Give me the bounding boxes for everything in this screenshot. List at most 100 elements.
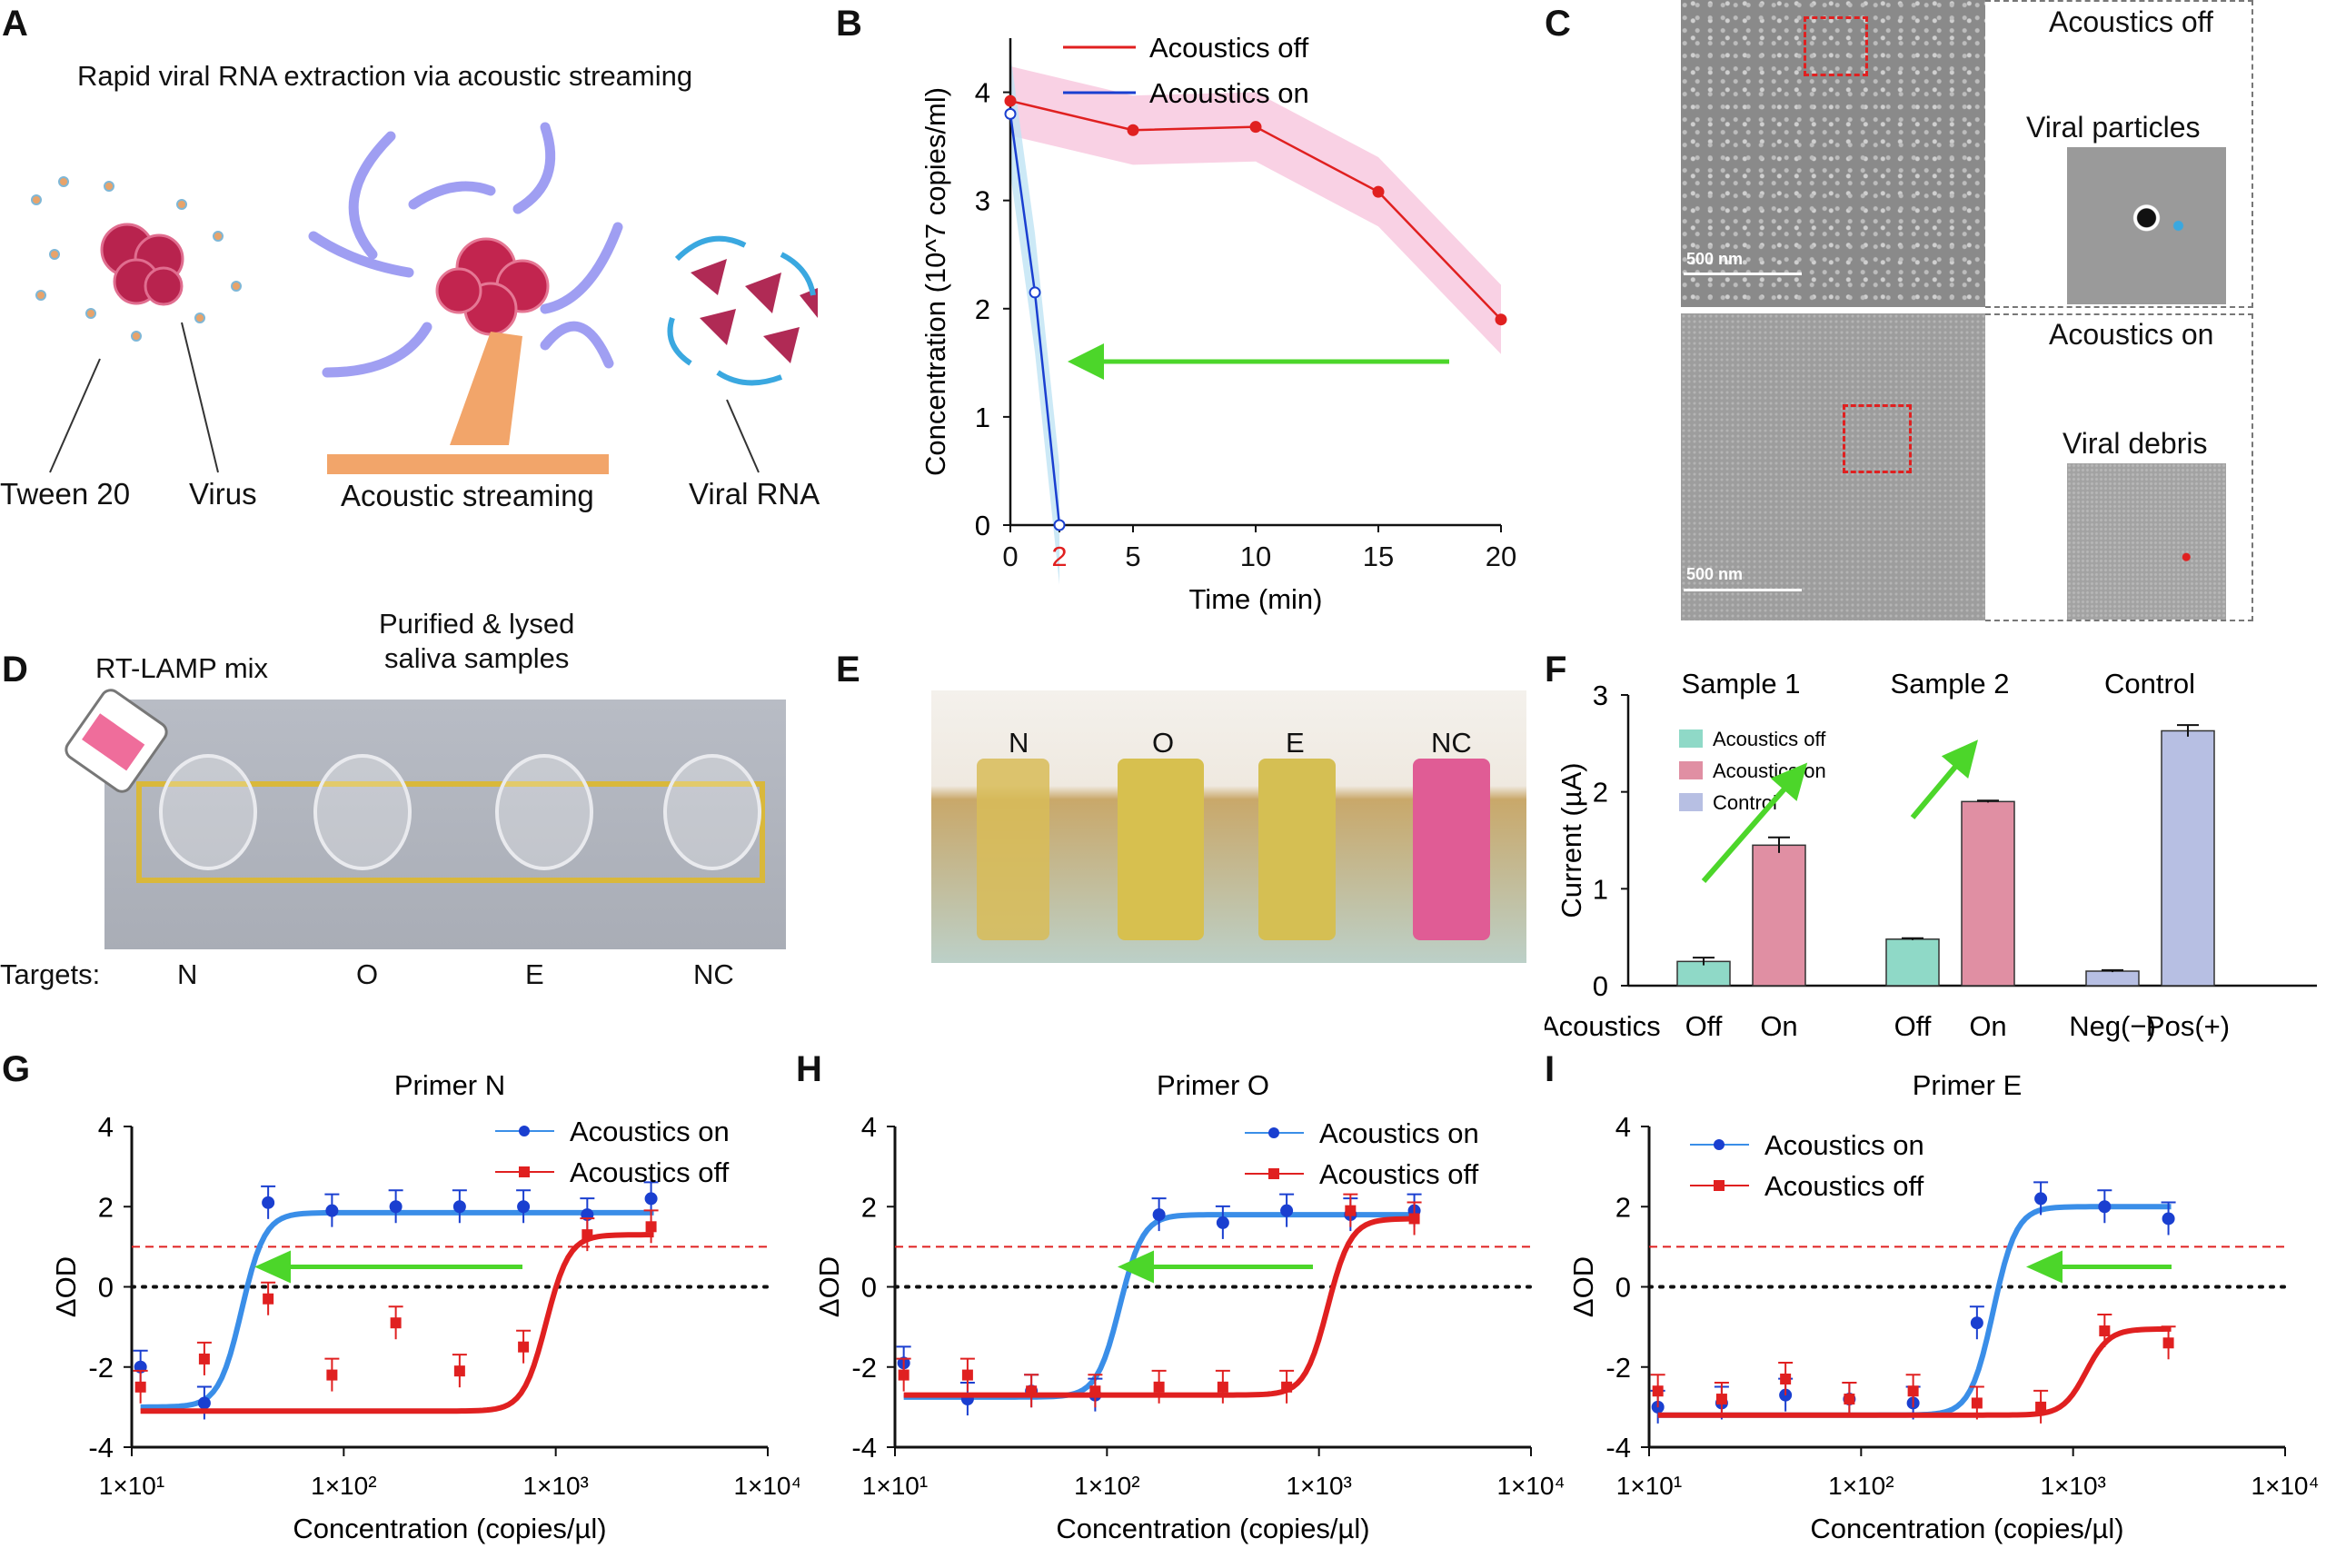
fit-curve: [1657, 1325, 2172, 1418]
data-point: [1089, 1385, 1101, 1397]
data-point: [645, 1221, 657, 1233]
category-label: Neg(−): [2069, 1010, 2156, 1042]
data-point: [2035, 1401, 2047, 1413]
zoom-box-bottom: [1843, 404, 1912, 473]
frame-top: [1985, 0, 2253, 308]
data-point: [2034, 1192, 2048, 1206]
label-targets: Targets:: [0, 958, 101, 990]
x-tick-label: 1×10⁴: [2251, 1472, 2319, 1500]
data-point: [1495, 313, 1507, 326]
legend-marker: [1714, 1180, 1725, 1191]
legend-marker: [1268, 1168, 1279, 1179]
data-point: [1780, 1373, 1792, 1384]
y-axis-title: ΔOD: [813, 1256, 845, 1317]
group-title: Sample 1: [1682, 668, 1801, 700]
legend-label: Acoustics on: [1764, 1129, 1924, 1161]
data-point: [644, 1192, 658, 1206]
legend-marker: [1714, 1139, 1725, 1150]
x-tick-label: 1×10³: [522, 1472, 588, 1500]
scale-bar-top: [1684, 273, 1802, 275]
legend-label: Acoustics on: [570, 1116, 730, 1147]
data-point: [582, 1229, 593, 1241]
y-tick-label: 3: [975, 185, 990, 217]
x-axis-title: Concentration (copies/µl): [1810, 1513, 2123, 1544]
y-axis-title: Concentration (10^7 copies/ml): [919, 87, 951, 476]
scale-bar-bottom: [1684, 589, 1802, 591]
y-tick-label: 0: [861, 1272, 877, 1304]
acoustic-streaming-illustration: [31, 122, 818, 474]
legend-label: Acoustics off: [570, 1156, 730, 1188]
chart-f: 0 1 2 3 Current (µA) Off On Off On Neg(−)Pos(+) Ac…: [1545, 668, 2317, 1042]
panel-label-c: C: [1545, 4, 1571, 44]
legend-label: Acoustics on: [1713, 759, 1826, 782]
data-point: [1053, 519, 1066, 531]
x-tick-label: 0: [1002, 541, 1018, 572]
y-tick-label: 0: [1615, 1272, 1631, 1304]
panel-label-g: G: [2, 1049, 31, 1089]
panel-label-f: F: [1545, 650, 1567, 690]
y-tick-label: 2: [975, 293, 990, 325]
label-acoustics-on-c: Acoustics on: [2049, 318, 2214, 351]
virus-icon: [100, 223, 184, 306]
band-acoustics-off: [1010, 65, 1501, 354]
target-n-e: N: [1009, 727, 1029, 759]
data-point: [1970, 1316, 1983, 1330]
y-tick-label: 0: [1593, 970, 1608, 1002]
data-point: [1153, 1381, 1165, 1393]
x-axis-title: Concentration (copies/µl): [293, 1513, 606, 1544]
legend-marker: [519, 1166, 530, 1177]
data-point: [1372, 185, 1385, 198]
legend-label: Acoustics on: [1149, 77, 1309, 109]
scale-label-top: 500 nm: [1686, 250, 1744, 268]
label-viral-particles: Viral particles: [2026, 111, 2201, 144]
data-point: [1127, 124, 1139, 136]
data-point: [1249, 121, 1262, 134]
data-point: [1408, 1213, 1420, 1225]
inset-viral-debris: [2067, 463, 2226, 620]
bar: [2161, 729, 2215, 987]
data-point: [389, 1200, 403, 1214]
data-point: [1217, 1381, 1228, 1393]
x-tick-label: 1×10³: [2040, 1472, 2105, 1500]
x-axis-title: Concentration (copies/µl): [1056, 1513, 1369, 1544]
legend-label: Acoustics off: [1764, 1170, 1924, 1202]
target-nc-d: NC: [693, 958, 734, 990]
y-tick-label: 3: [1593, 680, 1608, 711]
data-point: [326, 1369, 338, 1381]
frame-bottom: [1985, 313, 2253, 621]
y-tick-label: -4: [851, 1432, 877, 1464]
data-point: [1971, 1397, 1983, 1409]
x-tick-label: 1×10¹: [99, 1472, 164, 1500]
data-point: [2162, 1337, 2174, 1349]
panel-label-e: E: [836, 650, 860, 690]
category-label: On: [1760, 1010, 1797, 1042]
target-n-d: N: [177, 958, 198, 990]
y-tick-label: 2: [1615, 1191, 1631, 1223]
y-tick-label: 0: [98, 1272, 114, 1304]
data-point: [1907, 1385, 1919, 1397]
target-o-e: O: [1152, 727, 1175, 759]
data-point: [517, 1200, 531, 1214]
panel-label-i: I: [1545, 1049, 1556, 1089]
label-acoustic-streaming: Acoustic streaming: [341, 479, 594, 512]
band-acoustics-on: [1010, 54, 1059, 585]
x-axis-title: Time (min): [1189, 583, 1323, 615]
y-tick-label: -2: [88, 1352, 114, 1384]
green-arrow-head: [254, 1250, 291, 1284]
data-point: [2098, 1200, 2112, 1214]
x-tick-label: 15: [1363, 541, 1394, 572]
chip-photo: [104, 700, 786, 949]
label-viral-debris: Viral debris: [2063, 427, 2208, 460]
label-virus: Virus: [189, 477, 257, 511]
inset-viral-particles: [2067, 147, 2226, 304]
bar: [1961, 800, 2015, 987]
y-tick-label: -2: [1605, 1352, 1631, 1384]
target-e-e: E: [1286, 727, 1305, 759]
legend-swatch: [1679, 793, 1703, 811]
fit-curve: [140, 1232, 654, 1414]
legend-marker: [519, 1126, 530, 1136]
fit-curve: [903, 1216, 1417, 1398]
bar: [2085, 970, 2140, 987]
x-tick-label: 1×10⁴: [733, 1472, 800, 1500]
panel-label-a: A: [2, 4, 28, 44]
